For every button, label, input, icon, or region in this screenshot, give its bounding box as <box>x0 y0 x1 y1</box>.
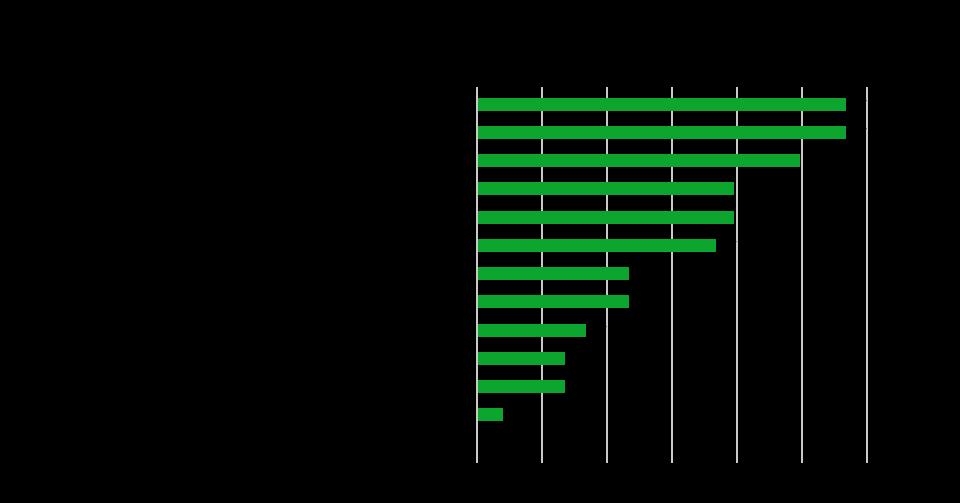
x-gridline <box>671 87 673 463</box>
bar <box>478 408 503 422</box>
bar-value-label: 1.3 <box>569 380 587 394</box>
bar-value-label: 3.9 <box>738 210 756 224</box>
bar <box>478 380 566 394</box>
bar <box>478 267 629 281</box>
bar <box>478 182 735 196</box>
x-gridline <box>736 87 738 463</box>
bar-value-label: 2.3 <box>632 267 651 281</box>
bar-value-label: 3.9 <box>738 182 756 196</box>
bar-value-label: 0.4 <box>506 408 525 422</box>
bar-value-label: 5.0 <box>803 154 822 168</box>
bar <box>478 323 586 337</box>
bar <box>478 154 800 168</box>
bar-value-label: 5.7 <box>849 125 868 139</box>
bar <box>478 125 846 139</box>
bar-value-label: 2.3 <box>632 295 651 309</box>
x-gridline <box>801 87 803 463</box>
bar-value-label: 1.7 <box>589 323 608 337</box>
bar <box>478 97 846 111</box>
x-gridline <box>866 87 868 463</box>
bar <box>478 351 566 365</box>
bar <box>478 238 716 252</box>
x-gridline <box>476 87 478 463</box>
bar-value-label: 5.7 <box>849 97 868 111</box>
bar-value-label: 3.7 <box>719 238 738 252</box>
bar <box>478 210 735 224</box>
bar-value-label: 1.3 <box>569 351 587 365</box>
plot-area: 5.7 5.7 5.0 3.9 3.9 3.7 2.3 2.3 1.7 1.3 1.3 0.4 <box>476 87 868 463</box>
bar <box>478 295 629 309</box>
